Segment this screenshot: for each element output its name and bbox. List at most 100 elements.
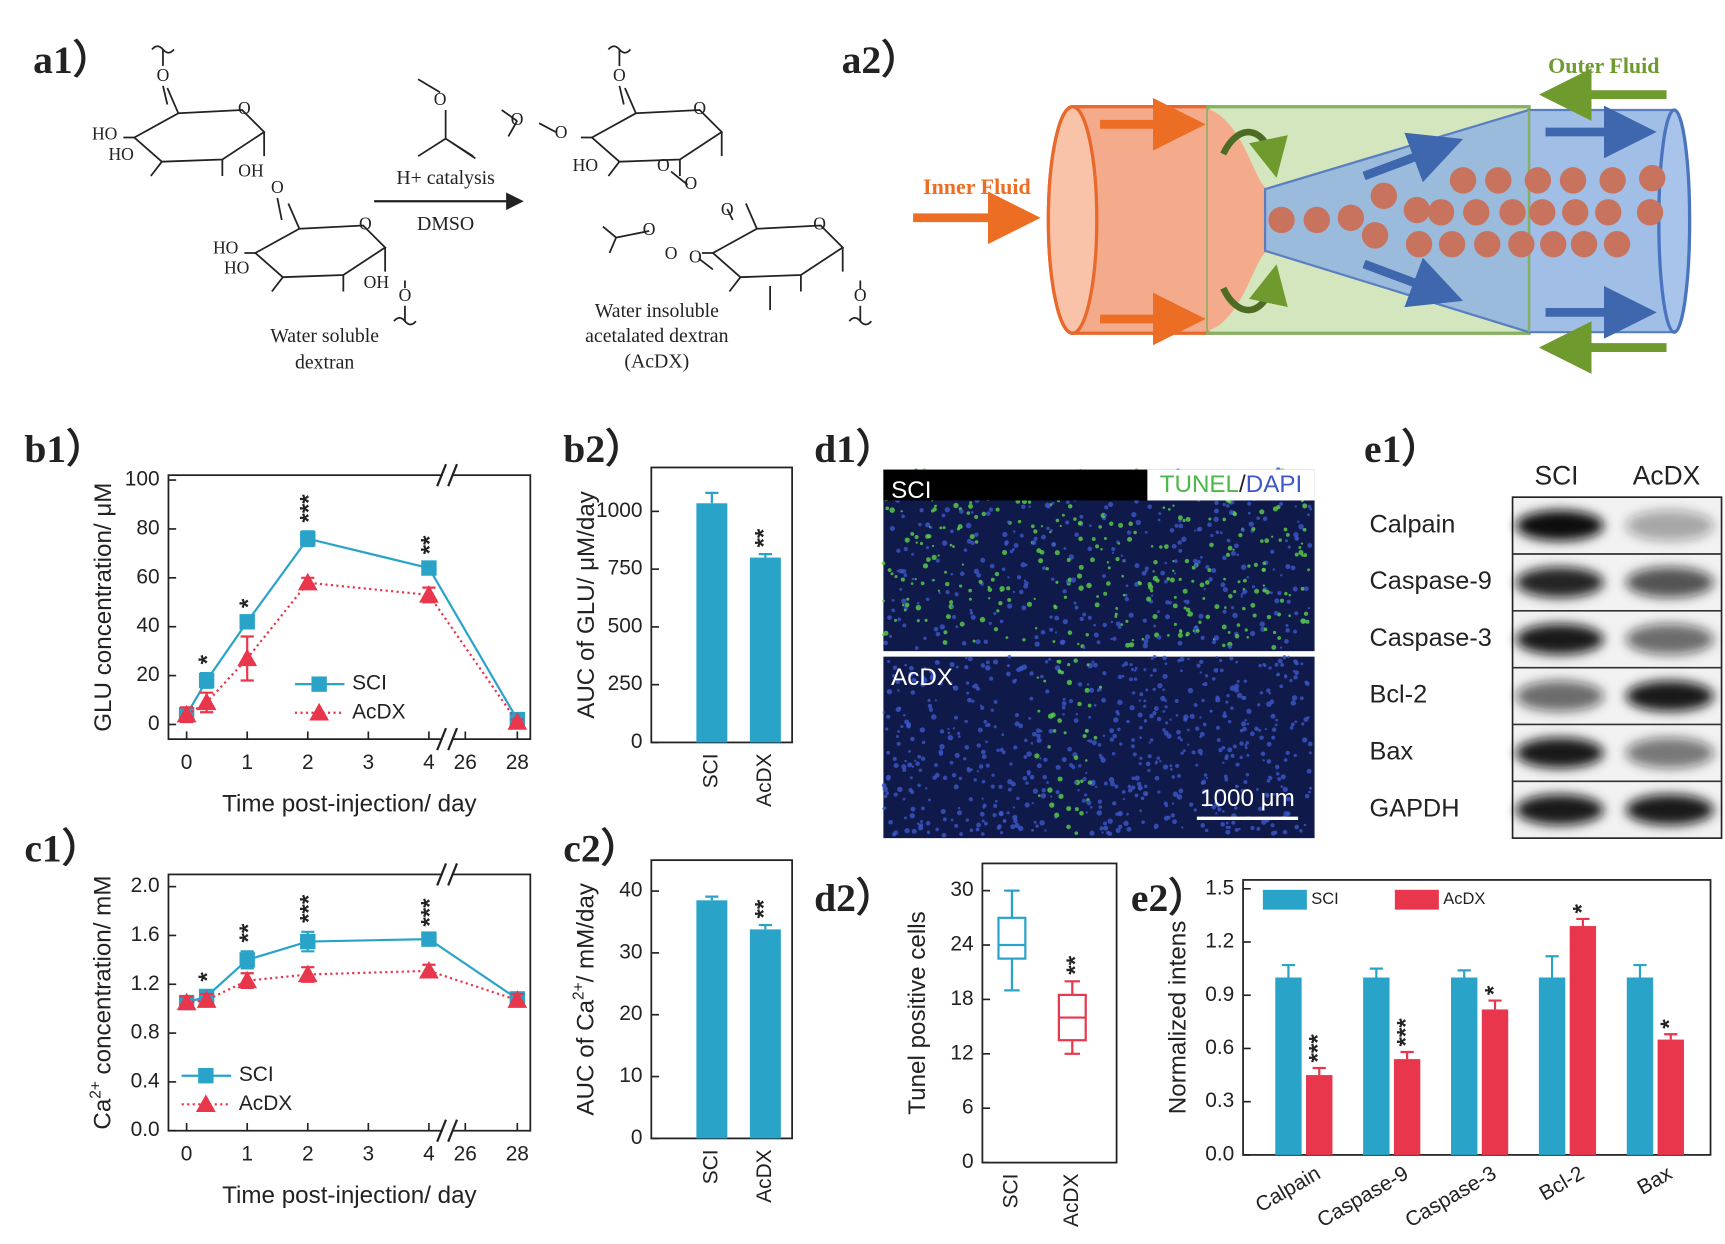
- cell-signal: [1014, 712, 1020, 718]
- cell-signal: [1054, 812, 1060, 818]
- cell-signal: [1219, 531, 1223, 535]
- cell-signal: [1052, 729, 1057, 733]
- atom-label: O: [238, 98, 251, 118]
- cell-signal: [1156, 635, 1162, 640]
- cell-signal: [1277, 591, 1282, 596]
- cell-signal: [1282, 655, 1287, 660]
- cell-signal: [1133, 530, 1137, 535]
- cell-signal: [968, 797, 973, 802]
- cell-signal: [1066, 500, 1070, 505]
- cell-signal: [1160, 695, 1166, 702]
- cell-signal: [925, 821, 931, 826]
- cell-signal: [1169, 718, 1172, 721]
- cell-signal: [894, 575, 898, 579]
- cell-signal: [1211, 677, 1216, 681]
- error-bar: [1312, 1066, 1326, 1076]
- cell-signal: [1097, 799, 1102, 804]
- cell-signal: [1246, 722, 1250, 726]
- significance: *: [1568, 903, 1595, 913]
- cell-signal: [1045, 567, 1049, 571]
- cell-signal: [1299, 696, 1304, 701]
- cell-signal: [1138, 581, 1143, 586]
- cell-signal: [891, 608, 896, 613]
- cell-signal: [974, 540, 979, 544]
- cell-signal: [1079, 514, 1084, 519]
- cell-signal: [1049, 802, 1055, 808]
- cell-signal: [1121, 664, 1125, 668]
- cell-signal: [1140, 796, 1145, 801]
- cell-signal: [1230, 706, 1234, 710]
- atom-label: OH: [364, 272, 390, 292]
- cell-signal: [911, 577, 915, 581]
- cell-signal: [1144, 566, 1149, 571]
- cell-signal: [949, 681, 953, 685]
- data-point: [421, 560, 437, 576]
- cell-signal: [1195, 726, 1200, 731]
- cell-signal: [1261, 568, 1266, 572]
- y-tick-label: 0.0: [131, 1118, 160, 1141]
- cell-signal: [1111, 752, 1116, 756]
- cell-signal: [915, 761, 920, 766]
- cell-signal: [973, 683, 979, 689]
- significance: **: [751, 899, 778, 918]
- data-point: [239, 952, 255, 968]
- cell-signal: [886, 689, 893, 695]
- cell-signal: [1235, 660, 1239, 664]
- cell-signal: [1131, 744, 1135, 749]
- cell-signal: [958, 776, 963, 781]
- cell-signal: [916, 822, 920, 826]
- cell-signal: [1241, 564, 1247, 570]
- cell-signal: [1273, 793, 1276, 796]
- cell-signal: [1283, 527, 1288, 532]
- cell-signal: [999, 619, 1004, 624]
- image-group-label: SCI: [891, 477, 931, 504]
- cell-signal: [1026, 770, 1031, 775]
- cell-signal: [983, 821, 988, 826]
- cell-signal: [1131, 667, 1135, 672]
- data-point: [300, 531, 316, 547]
- cell-signal: [1275, 718, 1279, 722]
- cell-signal: [1139, 736, 1142, 740]
- cell-signal: [1106, 830, 1110, 835]
- cell-signal: [953, 502, 959, 509]
- x-tick-label: 1: [241, 751, 253, 774]
- cell-signal: [1201, 789, 1207, 795]
- cell-signal: [1096, 640, 1101, 645]
- cell-signal: [1143, 784, 1148, 789]
- bonds: [123, 87, 266, 177]
- legend-label: AcDX: [1443, 890, 1485, 908]
- cell-signal: [1079, 616, 1084, 622]
- cell-signal: [904, 759, 907, 763]
- cell-signal: [897, 689, 900, 692]
- cell-signal: [1238, 532, 1243, 538]
- cell-signal: [1191, 579, 1195, 583]
- panel-label: c1）: [24, 827, 101, 871]
- cell-signal: [1226, 693, 1230, 698]
- cell-signal: [1162, 673, 1168, 679]
- cell-signal: [1096, 595, 1100, 598]
- y-axis-label: AUC of GLU/ μM/day: [573, 490, 600, 719]
- cell-signal: [1283, 758, 1288, 762]
- cell-signal: [1299, 829, 1303, 833]
- atom-label: O: [813, 214, 826, 234]
- bar: [1569, 926, 1597, 1155]
- cell-signal: [1162, 764, 1169, 770]
- bar: [1657, 1039, 1684, 1155]
- cell-signal: [1034, 753, 1040, 759]
- cell-signal: [1202, 722, 1207, 727]
- cell-signal: [981, 779, 986, 784]
- panel-label: b1）: [24, 427, 105, 471]
- cell-signal: [1235, 784, 1239, 788]
- cell-signal: [1242, 588, 1246, 591]
- y-tick-label: 10: [619, 1064, 642, 1087]
- cell-signal: [1197, 748, 1203, 755]
- cell-signal: [1116, 712, 1120, 716]
- x-tick-label: Bcl-2: [1535, 1162, 1588, 1206]
- cell-signal: [930, 509, 935, 513]
- cell-signal: [980, 663, 986, 668]
- cell-signal: [1101, 697, 1107, 703]
- protein-label: Bcl-2: [1370, 681, 1428, 709]
- cell-signal: [1213, 516, 1219, 522]
- cell-signal: [947, 735, 954, 741]
- cell-signal: [881, 783, 887, 788]
